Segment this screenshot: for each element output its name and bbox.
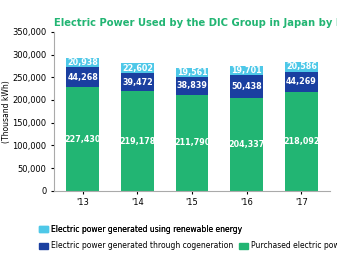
Text: 211,790: 211,790 bbox=[174, 138, 210, 147]
Bar bbox=[230, 98, 263, 191]
Text: 44,269: 44,269 bbox=[286, 77, 317, 86]
Bar bbox=[121, 73, 154, 91]
Bar bbox=[285, 72, 318, 92]
Bar bbox=[66, 67, 99, 87]
Bar bbox=[176, 77, 209, 95]
Bar bbox=[285, 92, 318, 191]
Bar bbox=[285, 62, 318, 72]
Text: 219,178: 219,178 bbox=[119, 136, 156, 145]
Text: 19,701: 19,701 bbox=[232, 66, 262, 75]
Bar bbox=[121, 63, 154, 73]
Text: 204,337: 204,337 bbox=[228, 140, 265, 149]
Bar bbox=[230, 66, 263, 75]
Text: 227,430: 227,430 bbox=[65, 135, 101, 144]
Bar bbox=[66, 58, 99, 67]
Text: 39,472: 39,472 bbox=[122, 78, 153, 87]
Text: 20,586: 20,586 bbox=[286, 63, 317, 72]
Text: 22,602: 22,602 bbox=[122, 64, 153, 73]
Text: 19,561: 19,561 bbox=[177, 68, 207, 77]
Bar bbox=[176, 95, 209, 191]
Legend: Electric power generated using renewable energy: Electric power generated using renewable… bbox=[36, 222, 245, 237]
Y-axis label: (Thousand kWh): (Thousand kWh) bbox=[2, 80, 11, 143]
Text: 20,938: 20,938 bbox=[67, 58, 98, 67]
Bar bbox=[121, 91, 154, 191]
Bar bbox=[176, 68, 209, 77]
Text: Electric Power Used by the DIC Group in Japan by Energy Source: Electric Power Used by the DIC Group in … bbox=[54, 18, 337, 28]
Text: 38,839: 38,839 bbox=[177, 81, 208, 90]
Bar bbox=[66, 87, 99, 191]
Bar bbox=[230, 75, 263, 98]
Text: 218,092: 218,092 bbox=[283, 137, 319, 146]
Text: 44,268: 44,268 bbox=[67, 73, 98, 82]
Text: 50,438: 50,438 bbox=[231, 82, 262, 91]
